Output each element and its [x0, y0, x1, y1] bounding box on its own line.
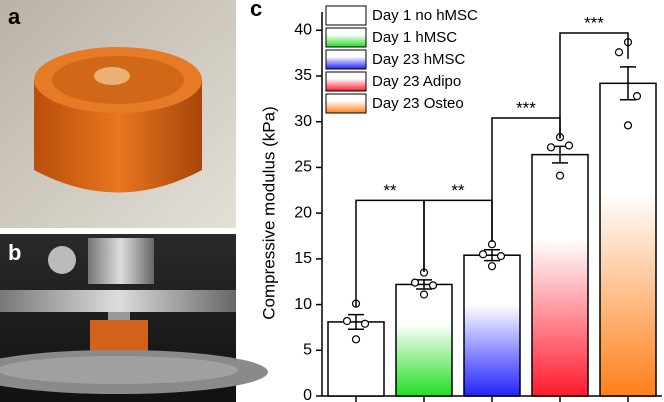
significance-bracket [559, 32, 629, 139]
legend-swatch [325, 27, 367, 48]
panel-label: a [8, 4, 21, 29]
significance-label: ** [383, 181, 397, 200]
y-tick-label: 5 [303, 342, 312, 359]
legend-swatch [325, 93, 367, 114]
bar [395, 283, 453, 397]
data-point [546, 143, 556, 152]
legend-label: Day 23 Adipo [372, 73, 461, 90]
data-point [496, 252, 506, 261]
data-point [487, 240, 497, 249]
y-tick-label: 40 [294, 22, 312, 39]
legend-swatch [325, 49, 367, 70]
error-bar [416, 279, 432, 290]
error-bar [348, 313, 364, 331]
y-tick-label: 10 [294, 296, 312, 313]
y-tick-label: 35 [294, 67, 312, 84]
data-point [623, 121, 633, 130]
data-point [487, 262, 497, 271]
data-point [342, 316, 352, 326]
bar [327, 321, 385, 397]
data-point [410, 278, 420, 287]
y-tick-label: 30 [294, 113, 312, 130]
significance-label: *** [516, 99, 536, 118]
data-point [419, 290, 429, 299]
data-point [360, 319, 370, 328]
bar [531, 153, 589, 397]
significance-label: *** [584, 14, 604, 33]
error-bar [620, 66, 636, 101]
data-point [478, 250, 488, 259]
legend-swatch [325, 71, 367, 92]
data-point [564, 141, 574, 150]
legend: Day 1 no hMSC Day 1 hMSC Day 23 hMSC Day 23… [325, 5, 478, 114]
significance-label: ** [451, 181, 465, 200]
panel-label: c [250, 0, 262, 21]
y-axis-label: Compressive modulus (kPa) [259, 106, 278, 320]
y-tick-label: 0 [303, 387, 312, 402]
bar [463, 254, 521, 397]
bar [599, 82, 657, 397]
photo-a [0, 0, 236, 228]
legend-label: Day 23 Osteo [372, 95, 464, 112]
error-bar [484, 248, 500, 262]
data-point [614, 48, 624, 57]
data-point [555, 171, 565, 180]
legend-swatch [325, 5, 367, 26]
y-tick-label: 25 [294, 159, 312, 176]
data-point [632, 92, 642, 101]
y-tick-label: 20 [294, 204, 312, 221]
legend-label: Day 23 hMSC [372, 51, 466, 68]
photo-b [0, 234, 268, 402]
data-point [428, 281, 438, 290]
y-tick-label: 15 [294, 250, 312, 267]
data-point [351, 335, 361, 344]
panel-label: b [8, 240, 21, 265]
legend-label: Day 1 hMSC [372, 29, 457, 46]
legend-label: Day 1 no hMSC [372, 7, 478, 24]
